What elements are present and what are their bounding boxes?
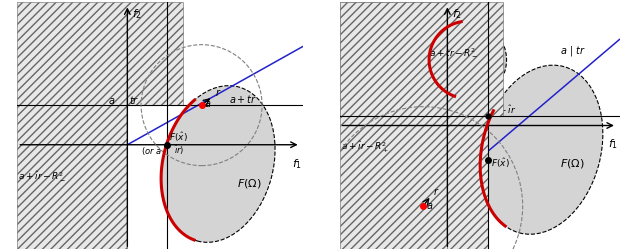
Bar [340,3,447,249]
Text: $f_1$: $f_1$ [292,156,302,170]
Text: $F(\hat{x})$: $F(\hat{x})$ [169,130,188,143]
Text: $r$: $r$ [433,186,440,197]
Bar [17,3,167,106]
Text: $f_2$: $f_2$ [132,7,142,21]
Circle shape [429,22,506,99]
Ellipse shape [480,66,603,234]
Text: $f_1$: $f_1$ [608,137,618,150]
Bar [340,3,488,116]
Text: $F(\Omega)$: $F(\Omega)$ [237,177,262,190]
Text: $a$: $a$ [426,201,433,210]
Text: $a+tr$: $a+tr$ [229,92,257,104]
Text: $F(\hat{x})$: $F(\hat{x})$ [491,155,509,169]
Text: $a$: $a$ [204,99,211,109]
Text: $a\ |\ tr$: $a\ |\ tr$ [561,44,586,58]
Text: $r$: $r$ [215,86,221,97]
Ellipse shape [161,86,275,242]
Text: $\hat{\imath}r)$: $\hat{\imath}r)$ [173,143,184,156]
Bar [17,106,127,249]
Text: $a+\hat{\imath}r-R_-^2$: $a+\hat{\imath}r-R_-^2$ [19,169,67,181]
Bar [167,3,184,106]
Text: $(or\ a$: $(or\ a$ [141,144,162,156]
Text: $a+\hat{\imath}r-R_+^2$: $a+\hat{\imath}r-R_+^2$ [341,140,388,154]
Bar [447,116,488,249]
Bar [488,3,503,116]
Text: $R^2$: $R^2$ [168,92,182,106]
Text: $a+tr-R_-^2$: $a+tr-R_-^2$ [429,46,477,58]
Text: $a+\hat{\imath}r$: $a+\hat{\imath}r$ [491,103,516,116]
Text: $F(\Omega)$: $F(\Omega)$ [561,157,585,170]
Text: $f_2$: $f_2$ [452,7,461,21]
Text: $tr$: $tr$ [129,93,140,106]
Text: $a$: $a$ [108,96,115,106]
